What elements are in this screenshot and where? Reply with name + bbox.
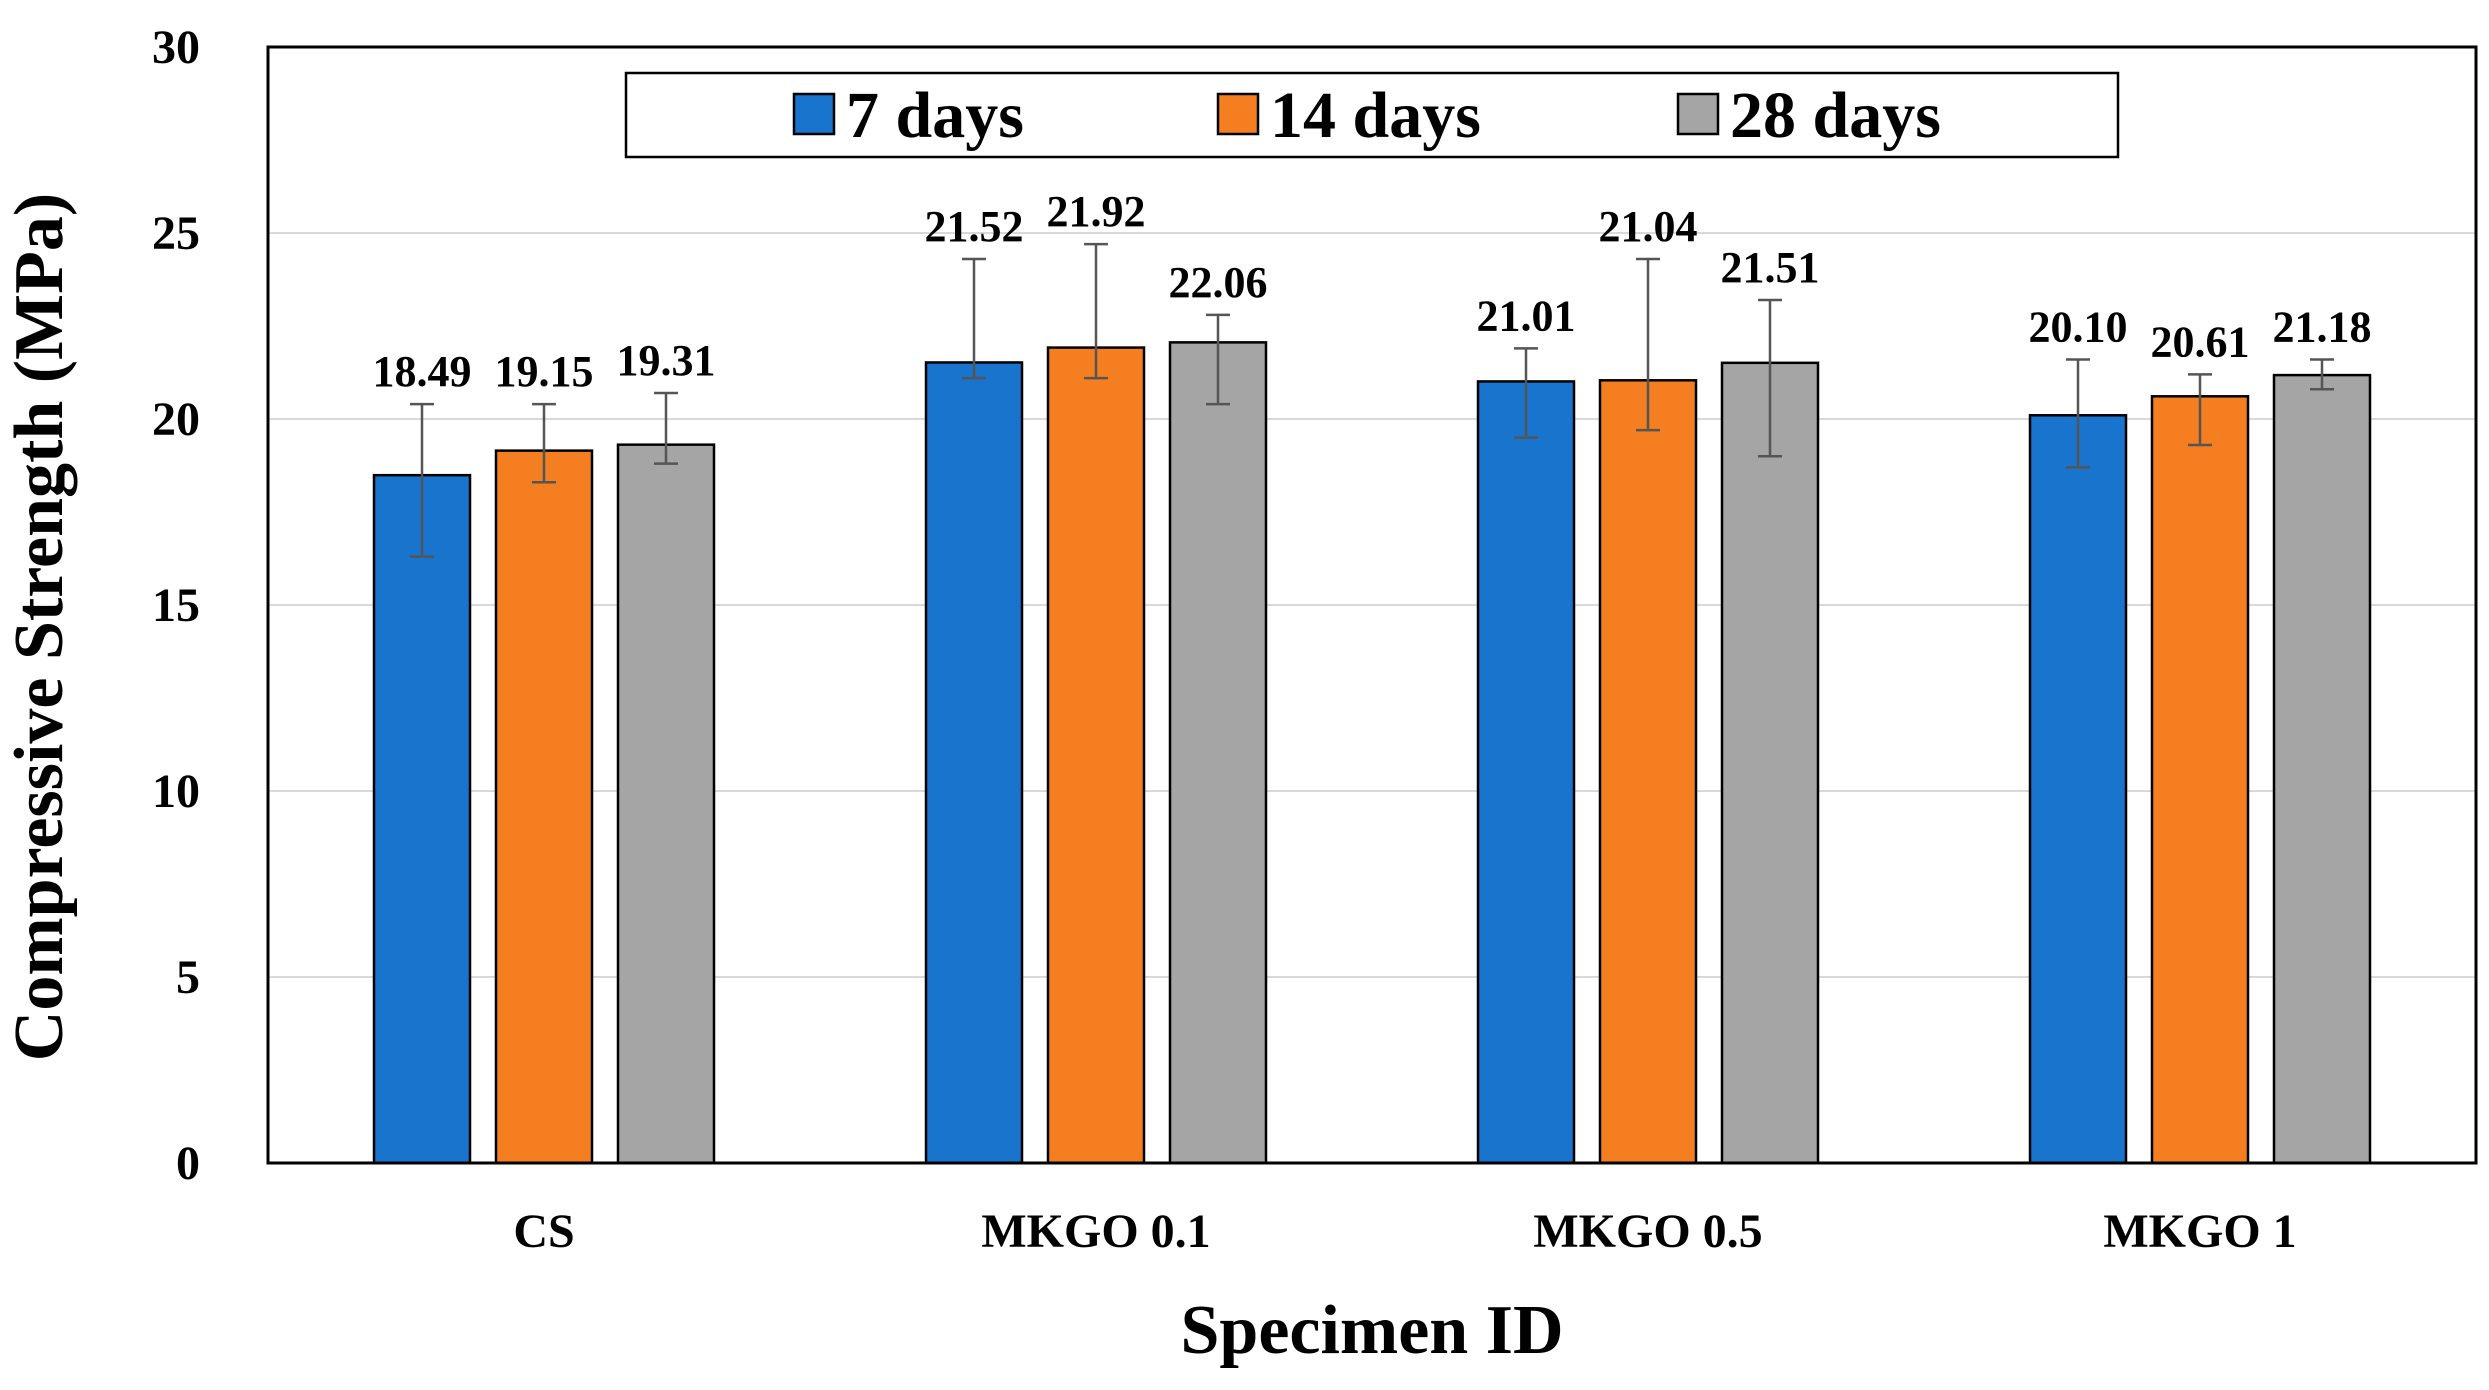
gridlines xyxy=(268,232,2476,978)
data-label: 21.04 xyxy=(1599,202,1698,251)
y-tick-label: 30 xyxy=(152,21,200,74)
bars xyxy=(372,341,2372,1165)
x-tick-label: CS xyxy=(513,1205,574,1258)
legend-swatch-7-days xyxy=(792,92,836,136)
legend-box xyxy=(624,71,2120,159)
bar-28-days-MKGO-0.1 xyxy=(1168,341,1268,1165)
x-tick-label: MKGO 0.5 xyxy=(1533,1205,1762,1258)
data-label: 18.49 xyxy=(373,347,472,396)
y-tick-label: 25 xyxy=(152,207,200,260)
bar-7-days-MKGO-1 xyxy=(2028,414,2128,1165)
data-label: 21.51 xyxy=(1721,243,1820,292)
x-tick-label: MKGO 0.1 xyxy=(981,1205,1210,1258)
x-axis-ticks: CS MKGO 0.1 MKGO 0.5 MKGO 1 xyxy=(513,1205,2296,1258)
bar-14-days-MKGO-1 xyxy=(2150,395,2250,1165)
plot-area-frame xyxy=(266,45,2478,1165)
data-labels: 18.49 19.15 19.31 21.52 21.92 22.06 21.01 21.04… xyxy=(373,187,2372,396)
bar-7-days-MKGO-0.1 xyxy=(924,361,1024,1165)
data-label: 21.01 xyxy=(1477,291,1576,340)
data-label: 22.06 xyxy=(1169,258,1268,307)
bar-28-days-CS xyxy=(616,443,716,1165)
error-bars xyxy=(410,242,2334,558)
bar-14-days-MKGO-0.5 xyxy=(1598,379,1698,1165)
bar-14-days-CS xyxy=(494,449,594,1165)
data-label: 20.61 xyxy=(2151,317,2250,366)
legend-label: 28 days xyxy=(1730,79,1941,152)
legend-label: 7 days xyxy=(846,79,1024,152)
bar-28-days-MKGO-0.5 xyxy=(1720,361,1820,1165)
y-tick-label: 10 xyxy=(152,765,200,818)
bar-14-days-MKGO-0.1 xyxy=(1046,346,1146,1165)
y-axis-title: Compressive Strength (MPa) xyxy=(1,193,78,1061)
data-label: 20.10 xyxy=(2029,302,2128,351)
bar-7-days-CS xyxy=(372,473,472,1165)
legend: 7 days 14 days 28 days xyxy=(624,71,2120,159)
bar-7-days-MKGO-0.5 xyxy=(1476,380,1576,1165)
x-tick-label: MKGO 1 xyxy=(2103,1205,2296,1258)
legend-swatch-14-days xyxy=(1216,92,1260,136)
y-tick-label: 20 xyxy=(152,393,200,446)
y-axis-ticks: 0 5 10 15 20 25 30 xyxy=(152,21,200,1190)
bar-28-days-MKGO-1 xyxy=(2272,373,2372,1165)
legend-swatch-28-days xyxy=(1676,92,1720,136)
data-label: 19.31 xyxy=(617,336,716,385)
data-label: 21.18 xyxy=(2273,302,2372,351)
data-label: 19.15 xyxy=(495,347,594,396)
x-axis-title: Specimen ID xyxy=(1180,1292,1563,1369)
legend-label: 14 days xyxy=(1270,79,1481,152)
y-tick-label: 15 xyxy=(152,579,200,632)
y-tick-label: 0 xyxy=(176,1137,200,1190)
data-label: 21.92 xyxy=(1047,187,1146,236)
data-label: 21.52 xyxy=(925,202,1024,251)
y-tick-label: 5 xyxy=(176,951,200,1004)
